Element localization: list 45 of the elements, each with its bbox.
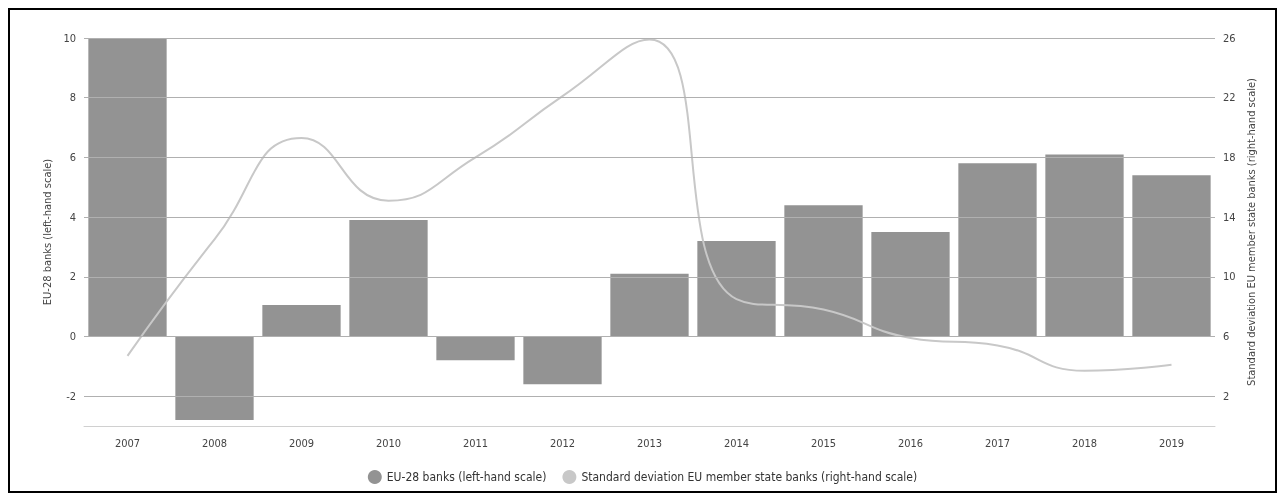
bar — [88, 38, 167, 337]
bar — [523, 336, 602, 385]
line-series — [126, 38, 1173, 372]
bar — [1132, 175, 1211, 337]
x-tick-label: 2012 — [549, 437, 576, 450]
x-tick-label: 2008 — [201, 437, 228, 450]
y2-tick-label: 22 — [1223, 91, 1236, 105]
bar — [262, 305, 341, 337]
legend-label: EU-28 banks (left-hand scale) — [386, 470, 547, 484]
y-tick-label: 6 — [69, 150, 76, 164]
y-axis-title: EU-28 banks (left-hand scale) — [40, 158, 54, 306]
y-tick-label: 0 — [69, 329, 76, 343]
x-tick-label: 2014 — [723, 437, 750, 450]
x-tick-label: 2013 — [636, 437, 663, 450]
y-tick-label: 2 — [69, 270, 76, 284]
legend-label: Standard deviation EU member state banks (right-hand scale) — [581, 470, 918, 484]
bar — [175, 336, 254, 421]
y2-axis-title: Standard deviation EU member state banks (right-hand scale) — [1245, 77, 1259, 386]
bar — [784, 205, 863, 337]
y2-tick-label: 18 — [1223, 150, 1236, 164]
y2-tick-label: 2 — [1223, 389, 1230, 403]
bar — [436, 336, 515, 361]
x-tick-label: 2009 — [288, 437, 315, 450]
bar — [871, 232, 950, 337]
x-tick-label: 2019 — [1158, 437, 1185, 450]
y-tick-label: 4 — [69, 210, 76, 224]
bar — [610, 273, 689, 337]
y2-tick-label: 10 — [1223, 270, 1236, 284]
bar — [697, 240, 776, 337]
x-tick-label: 2015 — [810, 437, 837, 450]
x-tick-label: 2017 — [984, 437, 1011, 450]
y2-tick-label: 26 — [1223, 31, 1236, 45]
y2-tick-label: 6 — [1223, 329, 1230, 343]
x-tick-label: 2007 — [114, 437, 141, 450]
bar — [1045, 154, 1124, 337]
x-tick-label: 2018 — [1071, 437, 1098, 450]
bar — [958, 163, 1037, 337]
y-tick-label: 8 — [69, 91, 76, 105]
bar — [349, 220, 428, 337]
y-tick-label: -2 — [66, 389, 76, 403]
x-tick-label: 2016 — [897, 437, 924, 450]
y-tick-label: 10 — [63, 31, 76, 45]
x-tick-label: 2010 — [375, 437, 402, 450]
y2-tick-label: 14 — [1223, 210, 1236, 224]
x-tick-label: 2011 — [462, 437, 489, 450]
